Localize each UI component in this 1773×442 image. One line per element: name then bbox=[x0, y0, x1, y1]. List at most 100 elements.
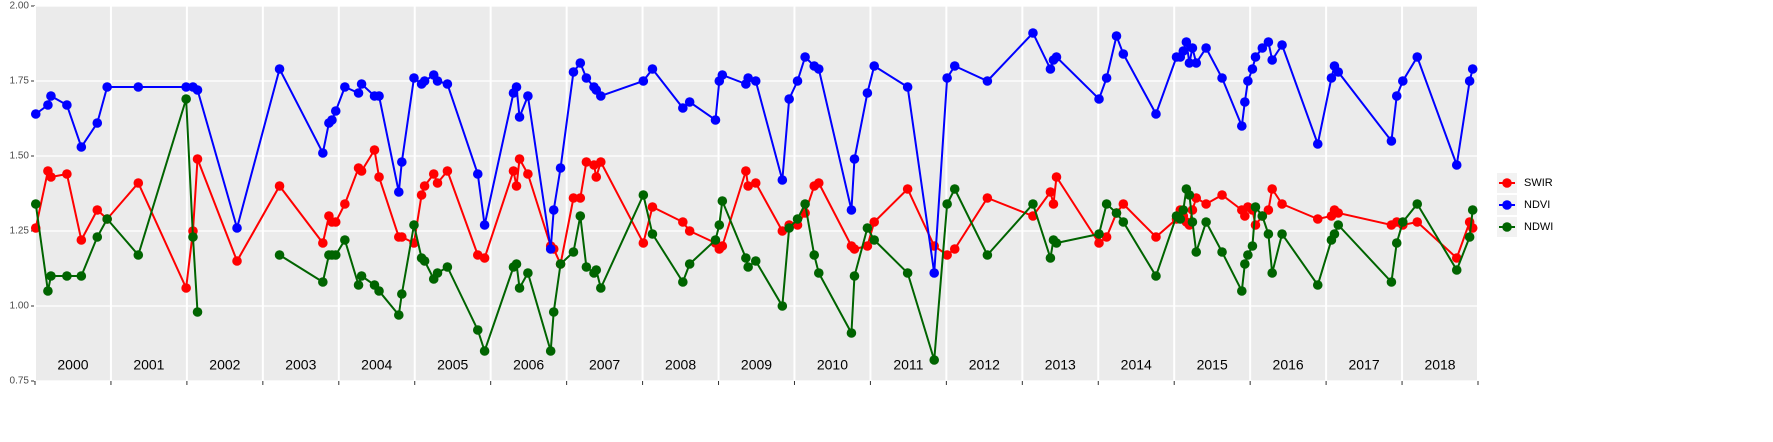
data-point bbox=[1111, 31, 1122, 41]
y-tick-label: 2.00 bbox=[10, 1, 30, 12]
data-point bbox=[1118, 217, 1129, 227]
data-point bbox=[710, 115, 721, 125]
data-point bbox=[1267, 55, 1277, 65]
data-point bbox=[374, 91, 384, 101]
data-point bbox=[43, 286, 53, 296]
data-point bbox=[1048, 199, 1059, 209]
data-point bbox=[902, 184, 913, 194]
data-point bbox=[511, 82, 522, 92]
data-point bbox=[232, 223, 242, 233]
data-point bbox=[62, 100, 72, 110]
data-point bbox=[1217, 247, 1227, 257]
data-point bbox=[575, 58, 586, 68]
x-tick-label: 2007 bbox=[589, 357, 620, 373]
data-point bbox=[1333, 220, 1344, 230]
data-point bbox=[813, 178, 824, 188]
data-point bbox=[1243, 250, 1253, 260]
panel-background bbox=[35, 6, 1478, 381]
data-point bbox=[1187, 217, 1198, 227]
data-point bbox=[545, 346, 556, 356]
x-tick-label: 2010 bbox=[817, 357, 848, 373]
data-point bbox=[511, 181, 522, 191]
legend-dot bbox=[1502, 200, 1512, 210]
x-tick-label: 2014 bbox=[1121, 357, 1152, 373]
data-point bbox=[356, 79, 367, 89]
data-point bbox=[942, 199, 952, 209]
x-tick-label: 2013 bbox=[1045, 357, 1076, 373]
data-point bbox=[862, 88, 873, 98]
data-point bbox=[743, 73, 753, 83]
data-point bbox=[330, 250, 341, 260]
data-point bbox=[929, 355, 940, 365]
data-point bbox=[232, 256, 242, 266]
data-point bbox=[356, 166, 367, 176]
data-point bbox=[62, 169, 72, 179]
data-point bbox=[1118, 199, 1129, 209]
data-point bbox=[318, 238, 328, 248]
data-point bbox=[777, 175, 788, 185]
data-point bbox=[1277, 229, 1287, 239]
data-point bbox=[1187, 43, 1198, 53]
data-point bbox=[1101, 232, 1112, 242]
data-point bbox=[849, 271, 860, 281]
x-tick-label: 2006 bbox=[513, 357, 544, 373]
x-tick-label: 2009 bbox=[741, 357, 772, 373]
data-point bbox=[1240, 97, 1250, 107]
data-point bbox=[1451, 253, 1462, 263]
x-tick-label: 2018 bbox=[1424, 357, 1455, 373]
x-tick-label: 2017 bbox=[1349, 357, 1380, 373]
data-point bbox=[514, 154, 525, 164]
data-point bbox=[181, 94, 191, 104]
data-point bbox=[1267, 268, 1277, 278]
data-point bbox=[982, 250, 993, 260]
data-point bbox=[1451, 160, 1462, 170]
data-point bbox=[846, 328, 857, 338]
data-point bbox=[949, 184, 960, 194]
data-point bbox=[353, 280, 364, 290]
data-point bbox=[1051, 52, 1062, 62]
data-point bbox=[479, 346, 490, 356]
data-point bbox=[1240, 259, 1250, 269]
data-point bbox=[43, 100, 53, 110]
data-point bbox=[869, 61, 880, 71]
data-point bbox=[717, 70, 728, 80]
data-point bbox=[1101, 73, 1112, 83]
data-point bbox=[523, 91, 533, 101]
data-point bbox=[1101, 199, 1112, 209]
data-point bbox=[102, 214, 112, 224]
data-point bbox=[1094, 94, 1104, 104]
data-point bbox=[1045, 64, 1056, 74]
data-point bbox=[750, 256, 761, 266]
x-tick-label: 2012 bbox=[969, 357, 1000, 373]
data-point bbox=[419, 181, 430, 191]
data-point bbox=[508, 166, 519, 176]
data-point bbox=[416, 190, 427, 200]
data-point bbox=[792, 214, 803, 224]
data-point bbox=[1263, 205, 1274, 215]
data-point bbox=[1028, 28, 1038, 38]
data-point bbox=[514, 112, 525, 122]
x-tick-label: 2008 bbox=[665, 357, 696, 373]
data-point bbox=[393, 187, 404, 197]
data-point bbox=[181, 82, 191, 92]
data-point bbox=[1151, 109, 1161, 119]
data-point bbox=[638, 76, 649, 86]
data-point bbox=[684, 97, 695, 107]
data-point bbox=[1329, 229, 1340, 239]
data-point bbox=[813, 268, 824, 278]
data-point bbox=[188, 232, 198, 242]
data-point bbox=[902, 268, 913, 278]
data-point bbox=[1312, 139, 1323, 149]
data-point bbox=[1045, 253, 1056, 263]
data-point bbox=[393, 310, 404, 320]
data-point bbox=[548, 205, 559, 215]
data-point bbox=[133, 82, 144, 92]
data-point bbox=[1094, 229, 1104, 239]
data-point bbox=[432, 76, 443, 86]
data-point bbox=[133, 178, 144, 188]
legend-dot bbox=[1502, 178, 1512, 188]
data-point bbox=[741, 166, 751, 176]
data-point bbox=[1217, 190, 1227, 200]
data-point bbox=[30, 199, 41, 209]
data-point bbox=[1467, 64, 1478, 74]
